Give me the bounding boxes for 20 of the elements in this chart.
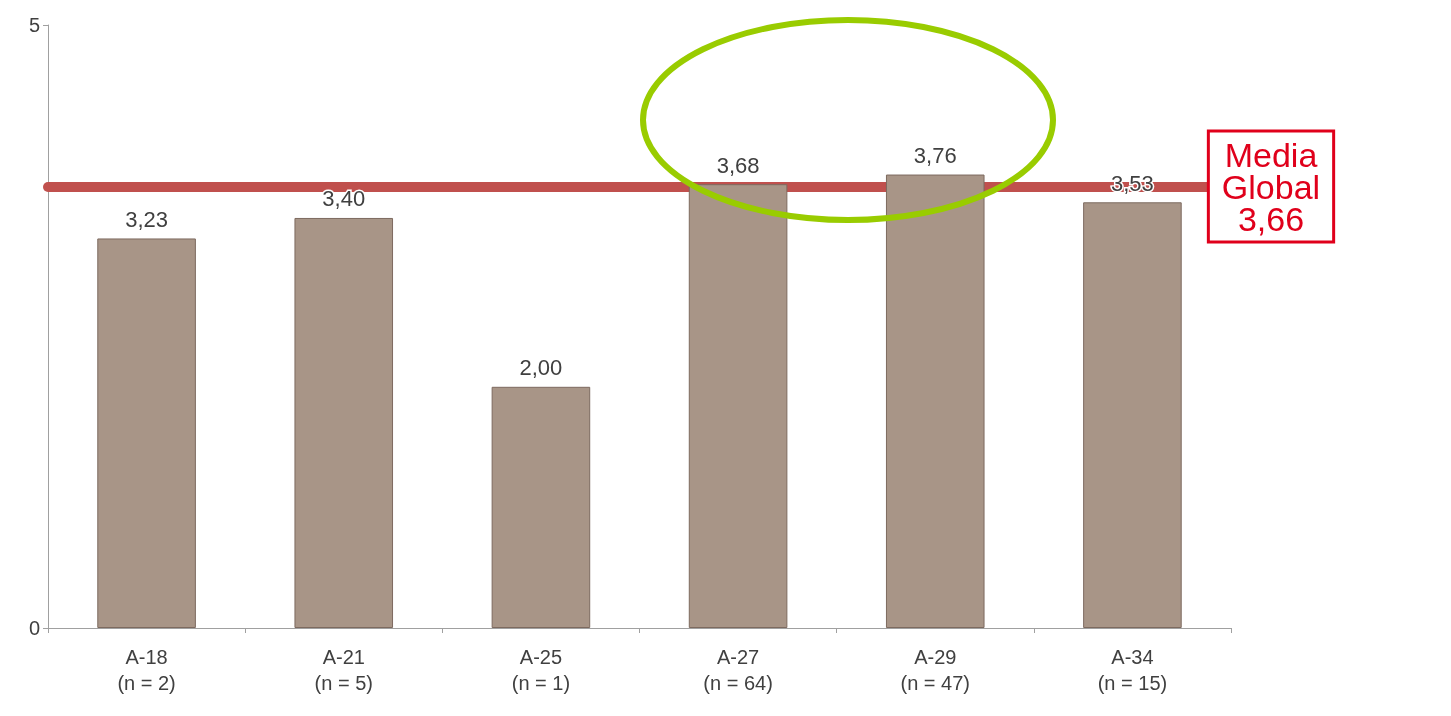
bar: [885, 174, 985, 628]
data-label: 3,68: [716, 152, 760, 178]
ref-line-label: Media Global 3,66: [1221, 135, 1321, 238]
data-label: 3,40: [322, 186, 366, 212]
bar: [294, 217, 394, 628]
data-label: 2,00: [519, 355, 563, 381]
x-tick-label: A-34 (n = 15): [1097, 646, 1168, 694]
bar: [491, 386, 591, 628]
y-tick-label: 0: [28, 617, 40, 639]
data-label: 3,76: [913, 143, 957, 169]
x-tick-label: A-18 (n = 2): [117, 646, 176, 694]
bar: [1083, 202, 1182, 628]
y-tick-label: 5: [28, 14, 40, 36]
x-tick-label: A-25 (n = 1): [511, 646, 571, 694]
x-tick-label: A-29 (n = 47): [900, 646, 970, 694]
x-tick-label: A-27 (n = 64): [703, 646, 773, 694]
data-label: 3,23: [125, 206, 168, 232]
bar: [688, 184, 788, 628]
bar: [97, 238, 196, 628]
x-tick-label: A-21 (n = 5): [314, 646, 373, 694]
